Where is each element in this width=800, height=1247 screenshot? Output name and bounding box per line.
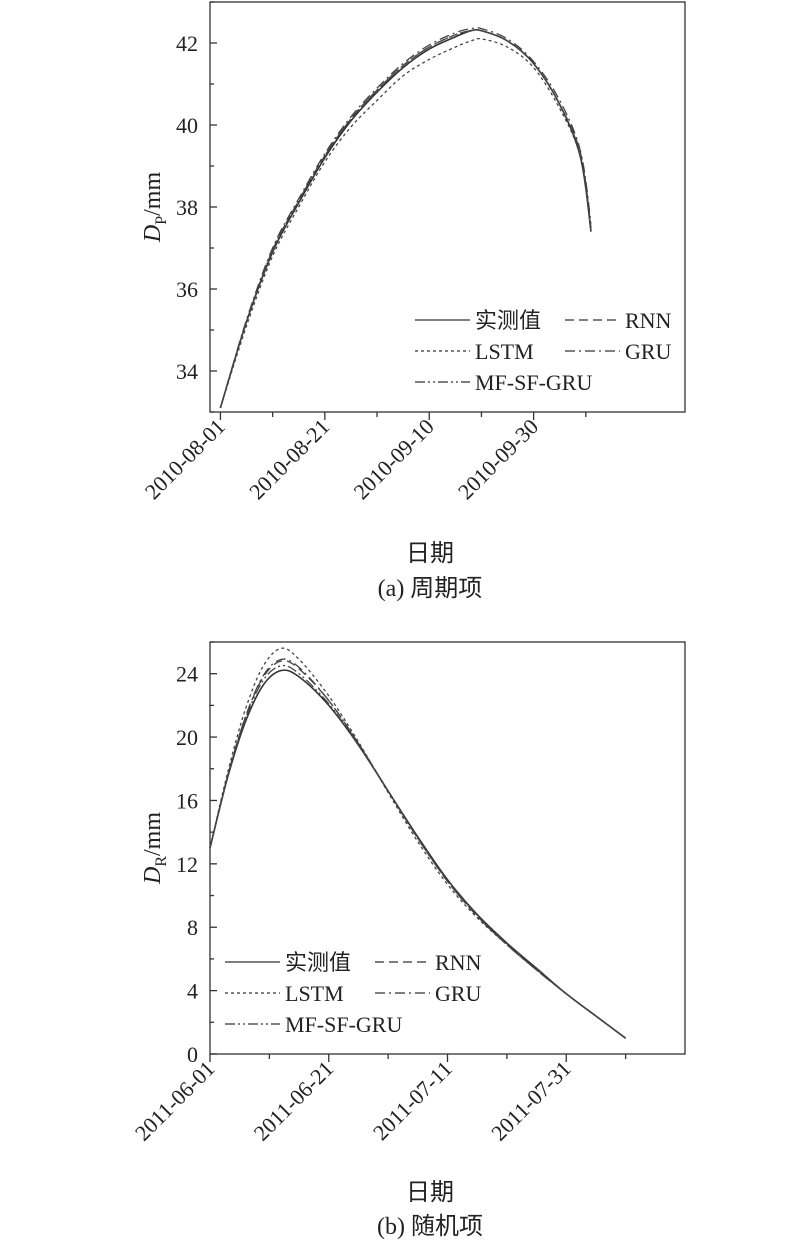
legend-label: RNN — [435, 950, 482, 975]
x-tick-label: 2011-06-01 — [130, 1056, 220, 1146]
y-tick-label: 36 — [176, 277, 198, 302]
series-line-LSTM — [209, 647, 626, 1039]
x-tick-label: 2011-06-21 — [249, 1056, 339, 1146]
series-line-GRU — [209, 658, 626, 1039]
y-tick-label: 0 — [187, 1042, 198, 1067]
panel-caption: (b) 随机项 — [377, 1213, 483, 1240]
legend-label: LSTM — [475, 339, 534, 364]
x-tick-label: 2010-09-10 — [348, 414, 438, 504]
y-tick-label: 8 — [187, 915, 198, 940]
legend: 实测值 RNN LSTM GRU MF-SF-GRU — [415, 308, 672, 395]
legend-label: GRU — [435, 981, 482, 1006]
series-lines — [219, 27, 592, 409]
y-axis-ticks: 34 36 38 40 42 — [176, 1, 217, 413]
y-axis-ticks: 0 4 8 12 16 20 24 — [176, 641, 217, 1067]
y-tick-label: 34 — [176, 359, 198, 384]
y-tick-label: 20 — [176, 725, 198, 750]
series-line-MF-SF-GRU — [219, 29, 592, 409]
legend-label: MF-SF-GRU — [475, 370, 592, 395]
x-axis-ticks: 2011-06-01 2011-06-21 2011-07-11 2011-07-31 — [130, 1054, 627, 1146]
x-axis-label: 日期 — [406, 1180, 454, 1206]
panel-a: 34 36 38 40 42 2010-08-01 2010-08-21 2010-09-1… — [140, 1, 686, 602]
x-tick-label: 2010-08-01 — [140, 414, 230, 504]
y-axis-label-unit: /mm — [140, 172, 166, 216]
y-tick-label: 4 — [187, 979, 198, 1004]
x-tick-label: 2011-07-31 — [486, 1056, 576, 1146]
y-axis-label: DR/mm — [140, 812, 170, 885]
x-tick-label: 2011-07-11 — [368, 1056, 457, 1145]
x-axis-ticks: 2010-08-01 2010-08-21 2010-09-10 2010-09-30 — [140, 412, 587, 504]
series-line-MF-SF-GRU — [209, 664, 626, 1039]
legend-label: 实测值 — [475, 308, 541, 333]
x-axis-label: 日期 — [406, 541, 454, 567]
y-axis-label-sub: P — [153, 216, 170, 225]
y-tick-label: 12 — [176, 852, 198, 877]
series-line-LSTM — [219, 37, 592, 409]
panel-caption: (a) 周期项 — [378, 576, 483, 602]
y-tick-label: 40 — [176, 113, 198, 138]
y-tick-label: 16 — [176, 788, 198, 813]
y-axis-label-main: D — [140, 867, 166, 885]
panel-b: 0 4 8 12 16 20 24 2011-06-01 2011-06-21 2011-07-… — [130, 641, 686, 1240]
legend-label: 实测值 — [285, 950, 351, 975]
legend-label: MF-SF-GRU — [285, 1012, 402, 1037]
series-line-实测值 — [209, 669, 627, 1039]
series-line-GRU — [219, 27, 592, 409]
x-tick-label: 2010-08-21 — [244, 414, 334, 504]
legend-label: RNN — [625, 308, 672, 333]
legend-label: LSTM — [285, 981, 344, 1006]
y-axis-label-unit: /mm — [140, 812, 166, 856]
series-line-RNN — [209, 660, 626, 1039]
y-tick-label: 24 — [176, 662, 198, 687]
y-tick-label: 38 — [176, 195, 198, 220]
legend: 实测值 RNN LSTM GRU MF-SF-GRU — [225, 950, 482, 1037]
y-axis-label-sub: R — [153, 856, 170, 867]
series-lines — [209, 647, 627, 1039]
x-tick-label: 2010-09-30 — [453, 414, 543, 504]
y-axis-label: DP/mm — [140, 172, 170, 244]
y-axis-label-main: D — [140, 225, 166, 243]
series-line-RNN — [219, 29, 592, 409]
legend-label: GRU — [625, 339, 672, 364]
y-tick-label: 42 — [176, 31, 198, 56]
series-line-实测值 — [219, 28, 592, 409]
